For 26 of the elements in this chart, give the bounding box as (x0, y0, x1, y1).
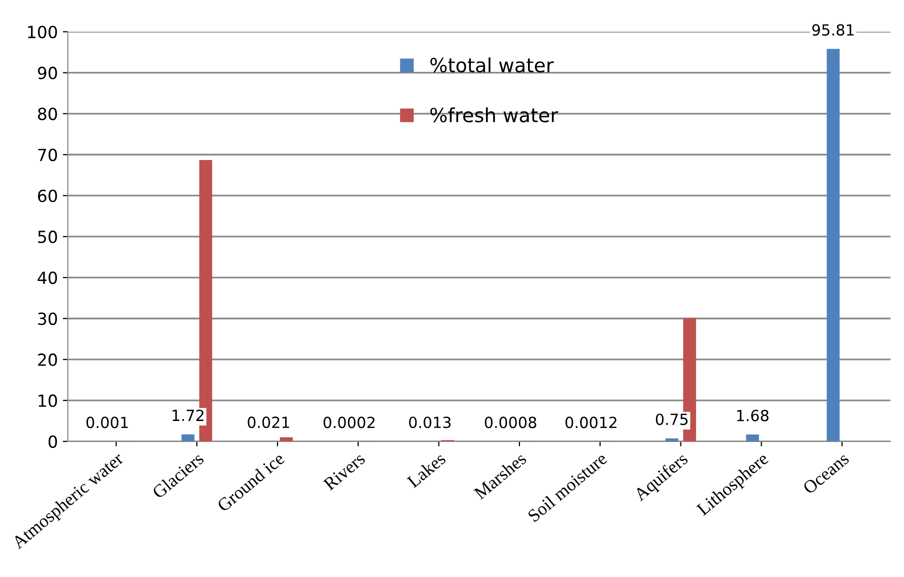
bar (182, 434, 194, 442)
data-label: 0.013 (409, 416, 451, 428)
data-label: 0.0002 (324, 416, 374, 428)
y-tick-label: 10 (38, 394, 57, 408)
legend-label: %fresh water (430, 107, 558, 122)
y-tick-label: 20 (38, 353, 57, 366)
data-label: 1.68 (737, 410, 768, 422)
y-tick-label: 0 (48, 435, 57, 448)
y-tick-label: 50 (38, 230, 57, 244)
data-label: 0.021 (248, 416, 290, 428)
y-tick-label: 70 (38, 148, 57, 162)
y-tick-label: 30 (38, 312, 57, 326)
data-label: 0.0012 (566, 416, 616, 428)
y-tick-label: 90 (38, 66, 57, 80)
data-label: 0.001 (86, 416, 128, 428)
bar (746, 434, 759, 442)
bar (826, 48, 840, 442)
y-tick-label: 40 (38, 272, 57, 284)
data-label: 0.0008 (484, 416, 536, 428)
y-tick-label: 80 (38, 108, 57, 120)
data-label: 95.81 (812, 24, 854, 36)
data-label: 0.75 (656, 414, 688, 426)
legend-label: %total water (430, 57, 554, 72)
data-label: 1.72 (172, 410, 204, 421)
y-tick-label: 100 (28, 26, 57, 38)
y-tick-label: 60 (38, 190, 57, 202)
